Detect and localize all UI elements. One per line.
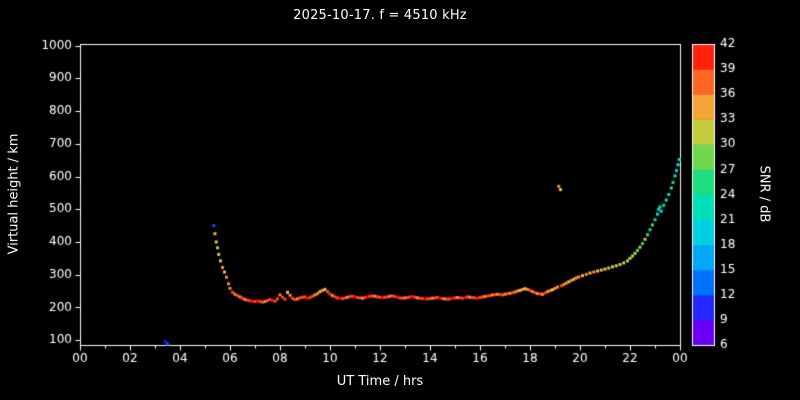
y-axis-label: Virtual height / km xyxy=(6,133,22,255)
colorbar-label: SNR / dB xyxy=(756,165,772,223)
x-axis-label: UT Time / hrs xyxy=(336,374,424,389)
chart-title: 2025-10-17. f = 4510 kHz xyxy=(293,8,467,23)
